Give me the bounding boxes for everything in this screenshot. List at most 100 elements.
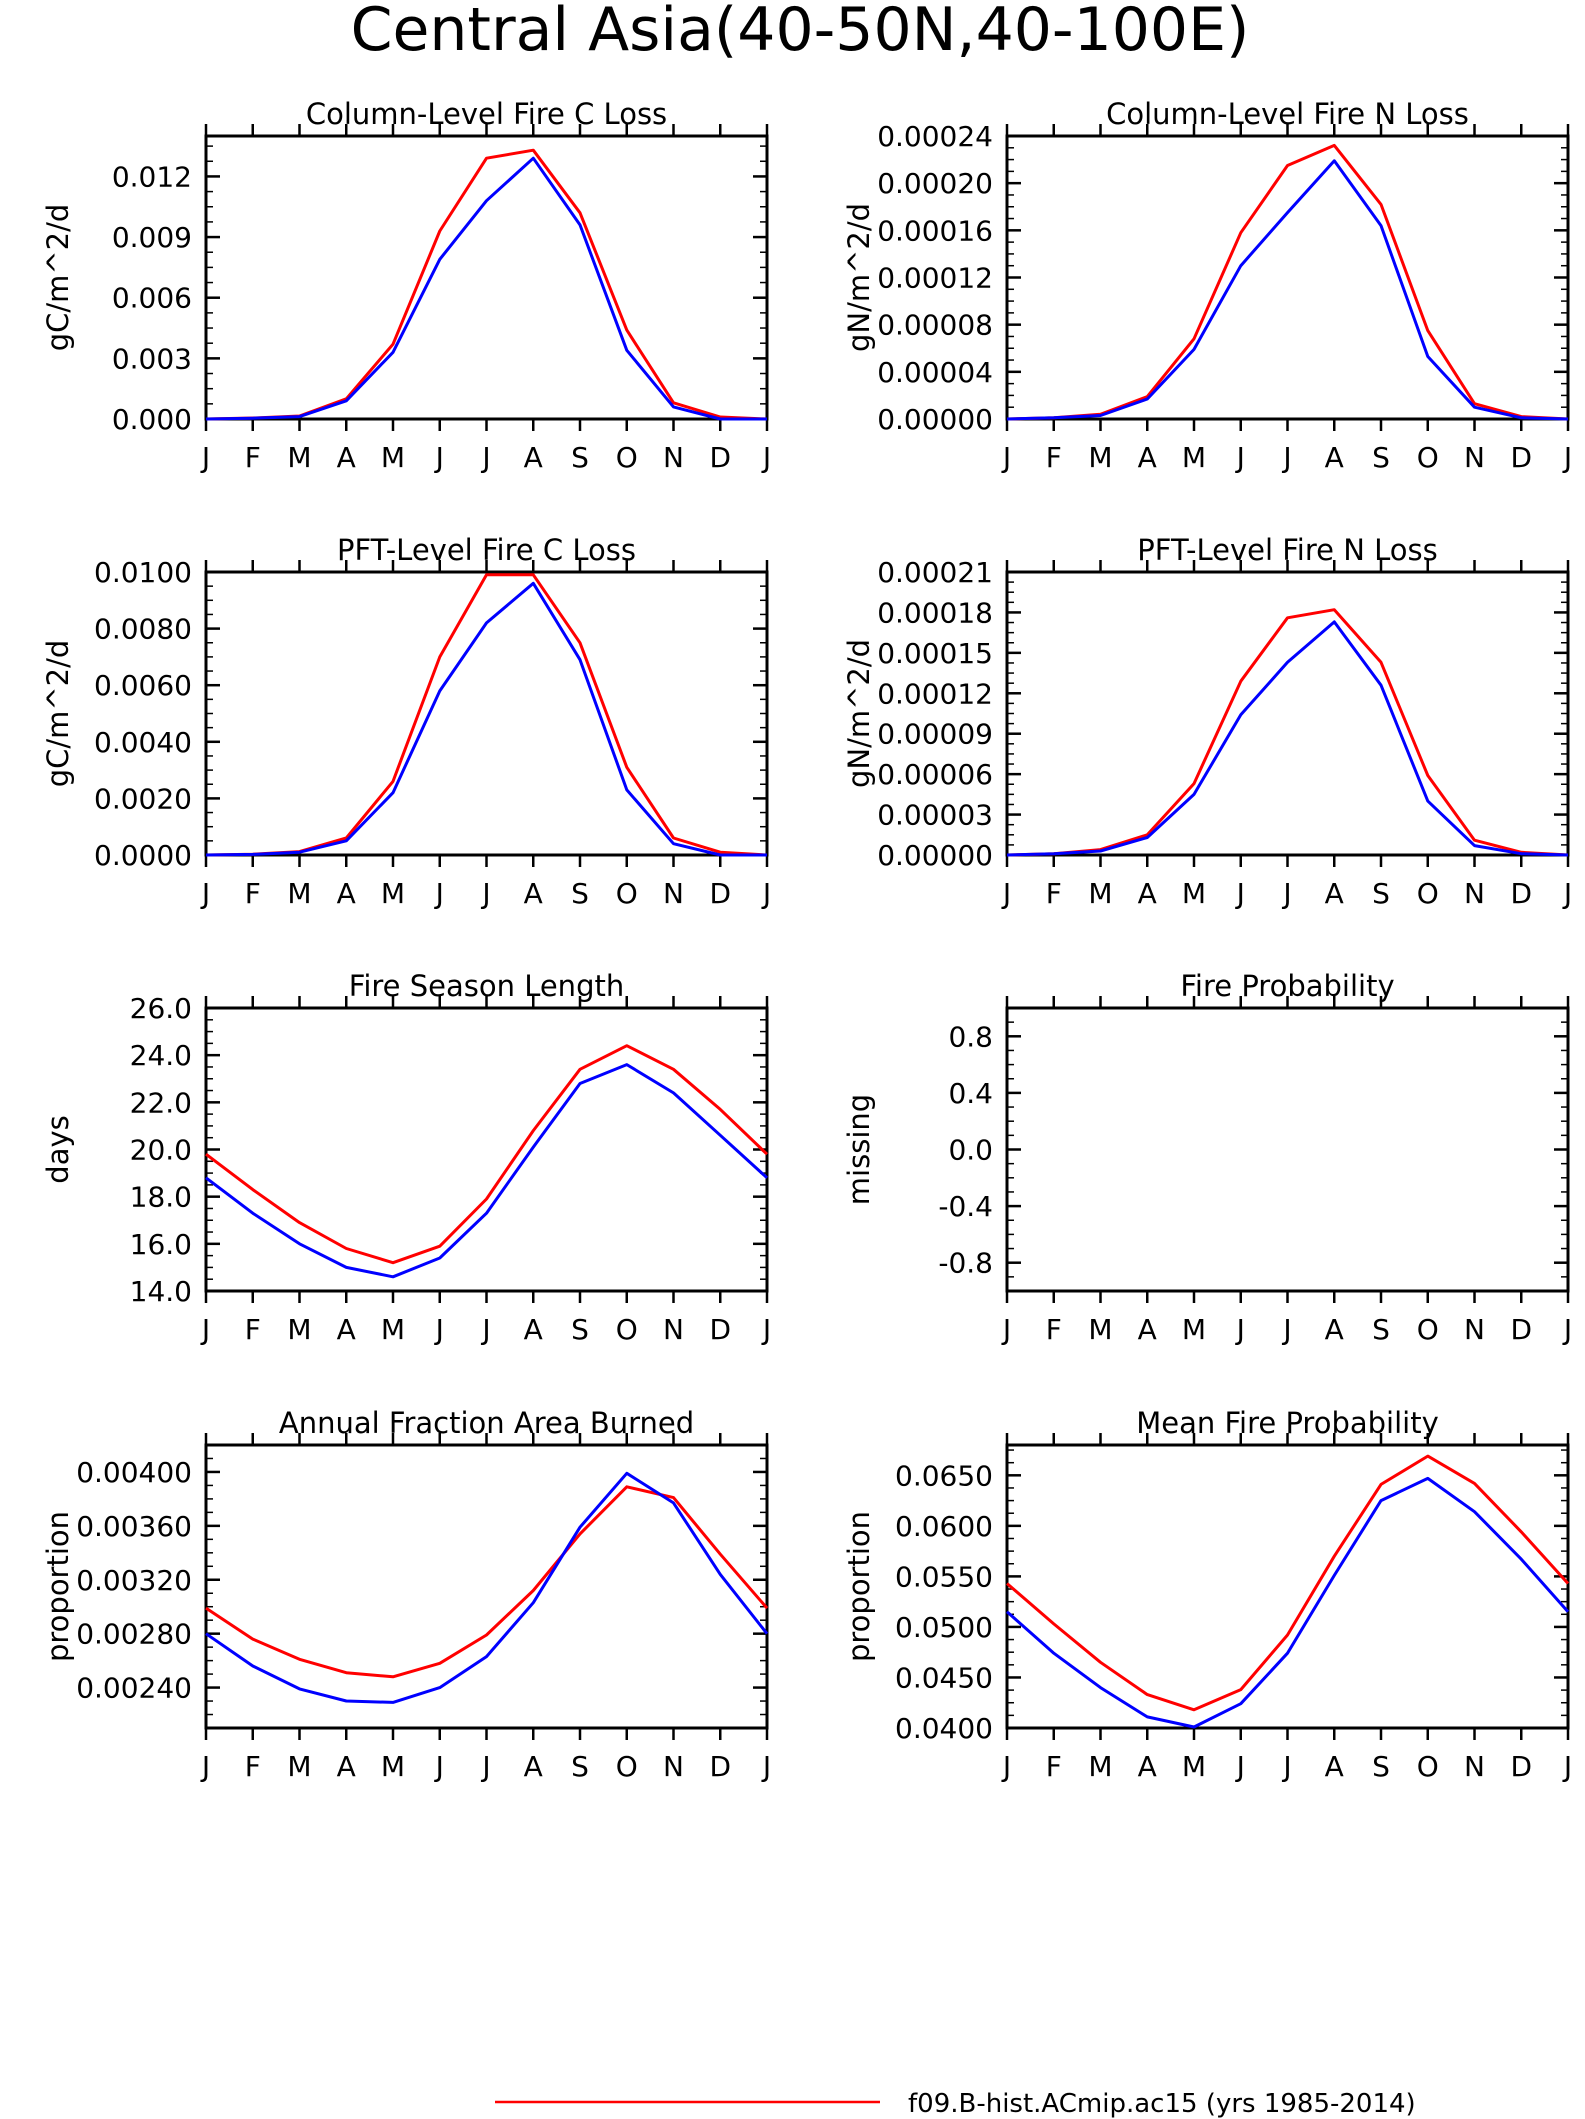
series-line-1: [1006, 608, 1569, 857]
x-tick-label: M: [1088, 1313, 1112, 1346]
x-tick-label: J: [434, 441, 444, 474]
x-tick-label: M: [381, 1750, 405, 1783]
plot-frame: [1005, 1443, 1570, 1730]
y-tick-label: 0.00240: [76, 1672, 192, 1705]
y-tick-label: 0.00360: [76, 1510, 192, 1543]
series-line-2: [205, 156, 767, 421]
series-line-1: [205, 148, 768, 421]
x-tick-label: J: [200, 441, 210, 474]
x-tick-label: J: [1001, 1313, 1011, 1346]
x-tick-label: J: [1562, 1313, 1572, 1346]
x-tick-label: J: [1281, 877, 1291, 910]
y-tick-label: 24.0: [130, 1039, 192, 1072]
x-tick-label: F: [1046, 441, 1062, 474]
x-tick-label: M: [1182, 1313, 1206, 1346]
x-tick-label: A: [524, 441, 543, 474]
plot-frame: [1005, 134, 1570, 421]
legend-label: f09.B-hist.ACmip.ac15 (yrs 1985-2014): [908, 2089, 1416, 2119]
x-tick-label: A: [1138, 441, 1157, 474]
x-tick-label: A: [337, 1313, 356, 1346]
y-tick-label: 0.0500: [895, 1611, 993, 1644]
x-tick-label: M: [381, 441, 405, 474]
y-tick-label: 0.006: [112, 282, 192, 315]
plot-frame: [1005, 570, 1570, 857]
x-tick-label: M: [287, 1750, 311, 1783]
x-tick-label: J: [200, 877, 210, 910]
x-tick-label: F: [245, 1750, 261, 1783]
series-line-2: [205, 1471, 769, 1704]
y-tick-label: 0.0100: [94, 556, 192, 589]
x-tick-label: S: [571, 1313, 589, 1346]
series-line-2: [205, 1063, 769, 1279]
series-line-2: [1006, 1476, 1570, 1729]
y-tick-label: 0.0650: [895, 1459, 993, 1492]
x-tick-label: F: [1046, 1313, 1062, 1346]
panel-8: Mean Fire Probabilityproportion0.04000.0…: [842, 1406, 1572, 1783]
y-tick-label: 26.0: [130, 992, 192, 1025]
y-tick-label: 0.0000: [94, 839, 192, 872]
x-tick-label: D: [709, 1750, 731, 1783]
x-tick-label: J: [434, 1750, 444, 1783]
panel-1: Column-Level Fire C LossgC/m^2/d0.0000.0…: [41, 97, 771, 474]
series-line-2: [1006, 159, 1569, 421]
x-tick-label: O: [616, 1313, 638, 1346]
x-tick-label: N: [1464, 1313, 1485, 1346]
series-line-2: [1006, 620, 1569, 857]
x-tick-label: M: [1182, 1750, 1206, 1783]
x-tick-label: A: [1138, 1750, 1157, 1783]
y-axis-label: proportion: [842, 1511, 876, 1662]
y-tick-label: 0.0450: [895, 1661, 993, 1694]
x-tick-label: A: [524, 877, 543, 910]
series-line-1: [205, 573, 768, 857]
y-tick-label: 0.00012: [877, 677, 993, 710]
figure-title: Central Asia(40-50N,40-100E): [351, 0, 1250, 65]
x-tick-label: A: [524, 1313, 543, 1346]
x-tick-label: J: [480, 1750, 490, 1783]
y-tick-label: 0.00320: [76, 1564, 192, 1597]
x-tick-label: N: [1464, 441, 1485, 474]
x-tick-label: J: [200, 1313, 210, 1346]
x-tick-label: A: [524, 1750, 543, 1783]
x-tick-label: J: [1235, 441, 1245, 474]
x-tick-label: F: [245, 441, 261, 474]
x-tick-label: M: [381, 877, 405, 910]
y-axis-label: gN/m^2/d: [842, 639, 876, 788]
plot-frame: [204, 1006, 769, 1293]
x-tick-label: A: [1138, 1313, 1157, 1346]
x-tick-label: J: [761, 1313, 771, 1346]
x-tick-label: J: [1235, 1750, 1245, 1783]
x-tick-label: J: [1562, 877, 1572, 910]
y-tick-label: 0.00280: [76, 1618, 192, 1651]
y-tick-label: 0.00000: [877, 839, 993, 872]
x-tick-label: O: [1417, 1313, 1439, 1346]
y-tick-label: 0.012: [112, 160, 192, 193]
legend: f09.B-hist.ACmip.ac15 (yrs 1985-2014): [495, 2089, 1416, 2119]
x-tick-label: M: [1088, 1750, 1112, 1783]
y-tick-label: 0.009: [112, 221, 192, 254]
y-tick-label: 0.00015: [877, 637, 993, 670]
x-tick-label: S: [1372, 877, 1390, 910]
y-tick-label: 0.003: [112, 342, 192, 375]
x-tick-label: J: [480, 1313, 490, 1346]
x-tick-label: N: [1464, 1750, 1485, 1783]
x-tick-label: D: [709, 441, 731, 474]
y-tick-label: 0.00003: [877, 799, 993, 832]
panel-7: Annual Fraction Area Burnedproportion0.0…: [41, 1406, 771, 1783]
x-tick-label: J: [1281, 1750, 1291, 1783]
x-tick-label: O: [1417, 441, 1439, 474]
y-tick-label: 0.0600: [895, 1510, 993, 1543]
y-tick-label: 0.0020: [94, 782, 192, 815]
x-tick-label: O: [616, 877, 638, 910]
x-tick-label: O: [1417, 877, 1439, 910]
y-axis-label: gC/m^2/d: [41, 640, 75, 788]
series-line-1: [205, 1485, 769, 1679]
x-tick-label: J: [1001, 877, 1011, 910]
series-line-2: [205, 581, 767, 857]
x-tick-label: J: [434, 1313, 444, 1346]
panel-2: Column-Level Fire N LossgN/m^2/d0.000000…: [842, 97, 1572, 474]
x-tick-label: A: [337, 877, 356, 910]
x-tick-label: F: [1046, 1750, 1062, 1783]
panels: Column-Level Fire C LossgC/m^2/d0.0000.0…: [41, 97, 1572, 1783]
x-tick-label: J: [200, 1750, 210, 1783]
